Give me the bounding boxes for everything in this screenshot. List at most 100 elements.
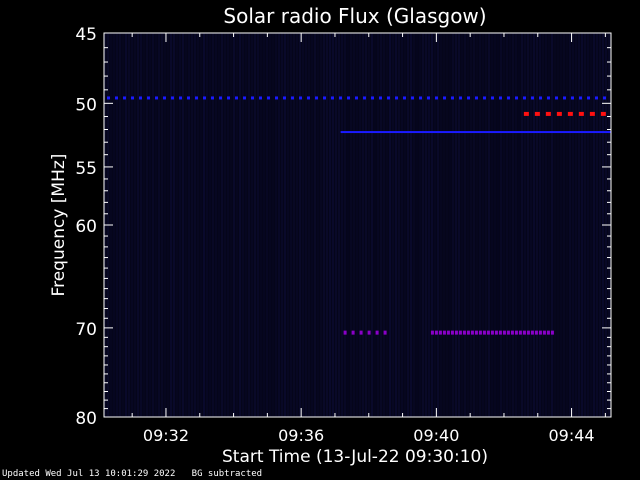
emission-segment: [291, 96, 294, 100]
background-stripe: [539, 33, 541, 417]
background-stripe: [473, 33, 475, 417]
emission-segment: [542, 330, 546, 335]
y-axis: 45 50 55 60 70 80: [75, 25, 611, 429]
emission-segment: [458, 330, 462, 335]
background-stripe: [587, 33, 589, 417]
background-stripe: [236, 33, 238, 417]
background-stripe: [257, 33, 259, 417]
emission-segment: [367, 330, 371, 335]
background-stripe: [521, 33, 523, 417]
emission-segment: [556, 111, 562, 116]
emission-segment: [547, 96, 550, 100]
background-stripe: [341, 33, 343, 417]
y-tick-label: 80: [75, 409, 97, 429]
background-stripe: [542, 33, 544, 417]
background-stripe: [515, 33, 517, 417]
background-stripe: [200, 33, 202, 417]
background-stripe: [215, 33, 217, 417]
emission-segment: [462, 330, 466, 335]
emission-segment: [578, 111, 584, 116]
background-stripe: [344, 33, 346, 417]
background-stripe: [299, 33, 301, 417]
background-stripe: [506, 33, 508, 417]
background-stripe: [158, 33, 160, 417]
background-stripe: [566, 33, 568, 417]
emission-segment: [478, 330, 482, 335]
background-stripe: [281, 33, 283, 417]
background-stripe: [434, 33, 436, 417]
background-stripe: [497, 33, 499, 417]
background-stripe: [260, 33, 262, 417]
background-stripe: [245, 33, 247, 417]
emission-segment: [235, 96, 238, 100]
spectrogram-features: [107, 96, 611, 335]
emission-segment: [507, 96, 510, 100]
emission-segment: [450, 330, 454, 335]
background-stripe: [455, 33, 457, 417]
emission-segment: [494, 330, 498, 335]
background-stripe: [581, 33, 583, 417]
background-stripe: [413, 33, 415, 417]
emission-segment: [227, 96, 230, 100]
emission-segment: [506, 330, 510, 335]
emission-segment: [491, 96, 494, 100]
emission-segment: [443, 96, 446, 100]
background-stripe: [230, 33, 232, 417]
emission-segment: [539, 96, 542, 100]
background-stripe: [275, 33, 277, 417]
emission-segment: [502, 330, 506, 335]
background-stripe: [593, 33, 595, 417]
background-stripe: [152, 33, 154, 417]
emission-segment: [307, 96, 310, 100]
background-stripe: [503, 33, 505, 417]
background-stripe: [224, 33, 226, 417]
emission-segment: [490, 330, 494, 335]
background-stripe: [365, 33, 367, 417]
emission-segment: [459, 96, 462, 100]
emission-band: [340, 131, 611, 134]
background-stripe: [584, 33, 586, 417]
background-stripe: [380, 33, 382, 417]
emission-segment: [259, 96, 262, 100]
background-stripe: [410, 33, 412, 417]
background-stripe: [197, 33, 199, 417]
emission-segment: [363, 96, 366, 100]
background-stripe: [386, 33, 388, 417]
emission-segment: [522, 330, 526, 335]
emission-segment: [474, 330, 478, 335]
background-stripe: [551, 33, 553, 417]
emission-segment: [531, 96, 534, 100]
background-stripe: [194, 33, 196, 417]
background-stripe: [218, 33, 220, 417]
background-stripe: [209, 33, 211, 417]
background-stripe: [467, 33, 469, 417]
background-stripe: [425, 33, 427, 417]
emission-segment: [470, 330, 474, 335]
background-stripe: [266, 33, 268, 417]
background-stripe: [392, 33, 394, 417]
background-stripe: [263, 33, 265, 417]
background-stripe: [461, 33, 463, 417]
background-stripe: [512, 33, 514, 417]
emission-segment: [523, 96, 526, 100]
emission-segment: [600, 111, 606, 116]
emission-segment: [515, 96, 518, 100]
emission-segment: [451, 96, 454, 100]
background-stripe: [401, 33, 403, 417]
background-stripe: [548, 33, 550, 417]
background-stripe: [170, 33, 172, 417]
y-tick-label: 45: [75, 25, 97, 45]
emission-segment: [518, 330, 522, 335]
background-stripe: [302, 33, 304, 417]
emission-segment: [579, 96, 582, 100]
emission-segment: [571, 96, 574, 100]
background-stripe: [359, 33, 361, 417]
emission-segment: [442, 330, 446, 335]
background-stripe: [479, 33, 481, 417]
background-stripe: [389, 33, 391, 417]
background-stripe: [482, 33, 484, 417]
emission-segment: [171, 96, 174, 100]
emission-segment: [203, 96, 206, 100]
background-stripe: [221, 33, 223, 417]
background-stripe: [476, 33, 478, 417]
